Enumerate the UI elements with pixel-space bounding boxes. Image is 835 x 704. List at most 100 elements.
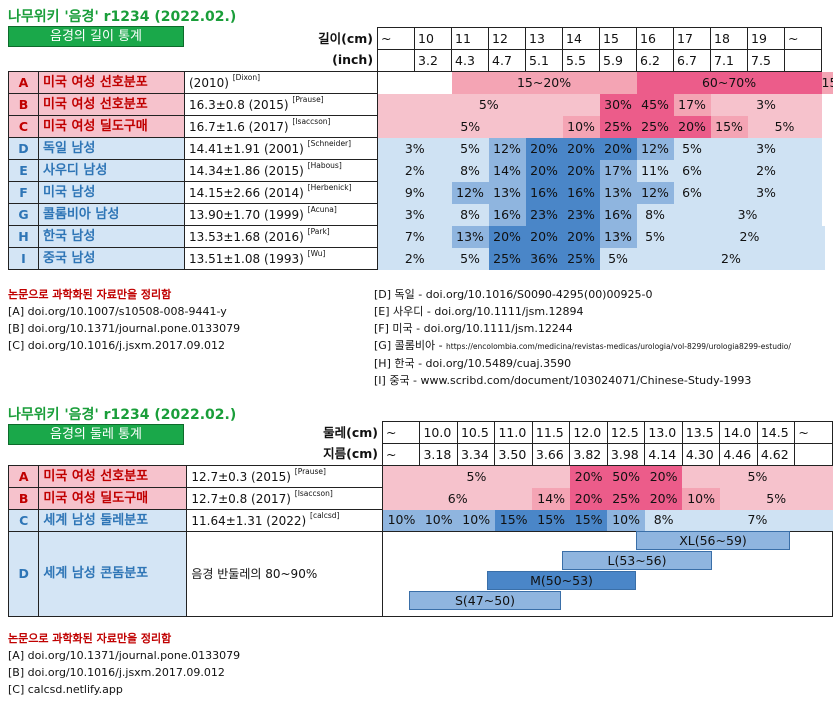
inch-cell: 6.2 xyxy=(636,49,675,72)
reference-link[interactable]: [C] calcsd.netlify.app xyxy=(8,683,123,696)
row-name: 미국 남성 xyxy=(38,181,185,204)
row-name: 세계 남성 둘레분포 xyxy=(38,509,188,532)
pct-cell: 20% xyxy=(569,487,608,510)
row-name: 미국 여성 딜도구매 xyxy=(38,115,185,138)
pct-cell: 8% xyxy=(644,509,683,532)
reference-link[interactable]: [I] 중국 - www.scribd.com/document/1030240… xyxy=(374,374,752,387)
reference-link[interactable]: [F] 미국 - doi.org/10.1111/jsm.12244 xyxy=(374,322,573,335)
pct-cell: 12% xyxy=(636,181,674,204)
pct-cell: 5% xyxy=(451,137,489,160)
pct-cell: 5% xyxy=(673,137,711,160)
table-row: B 미국 여성 딜도구매 12.7±0.8 (2017) [Isaccson] … xyxy=(7,487,833,510)
inch-header-row: (inch) 3.2 4.3 4.7 5.1 5.5 5.9 6.2 6.7 7… xyxy=(9,49,834,72)
inch-cell: 5.5 xyxy=(562,49,601,72)
girth-cm-label: 둘레(cm) xyxy=(323,424,378,440)
pct-cell: 5% xyxy=(599,247,637,270)
row-value: 14.41±1.91 (2001) [Schneider] xyxy=(183,137,379,160)
row-value: 12.7±0.8 (2017) [Isaccson] xyxy=(186,487,383,510)
pct-cell: 7% xyxy=(682,509,833,532)
reference-url[interactable]: https://encolombia.com/medicina/revistas… xyxy=(446,342,791,351)
section1-title: 나무위키 '음경' r1234 (2022.02.) xyxy=(8,9,237,25)
cm-cell: 11 xyxy=(451,27,490,50)
row-value: (2010) [Dixon] xyxy=(183,71,379,94)
row-name: 세계 남성 콘돔분포 xyxy=(38,531,188,617)
cm-header-row: 길이(cm) ~ 10 11 12 13 14 15 16 17 18 19 ~ xyxy=(9,27,834,50)
pct-cell: 3% xyxy=(377,137,452,160)
pct-cell: 16% xyxy=(562,181,600,204)
pct-cell: 13% xyxy=(488,181,526,204)
pct-cell: 16% xyxy=(599,203,637,226)
pct-cell: 20% xyxy=(644,465,683,488)
inch-cell: 5.9 xyxy=(599,49,638,72)
reference-link[interactable]: [B] doi.org/10.1016/j.jsxm.2017.09.012 xyxy=(8,666,225,679)
pct-cell: 9% xyxy=(377,181,452,204)
pct-cell: 25% xyxy=(562,247,600,270)
pct-cell: 17% xyxy=(673,93,711,116)
length-inch-label: (inch) xyxy=(332,52,374,68)
diameter-label: 지름(cm) xyxy=(323,446,378,462)
row-name: 미국 여성 선호분포 xyxy=(38,465,188,488)
row-name: 미국 여성 선호분포 xyxy=(38,93,185,116)
pct-cell: 20% xyxy=(599,137,637,160)
girth-cell: 14.0 xyxy=(719,421,758,444)
reference-link[interactable]: [H] 한국 - doi.org/10.5489/cuaj.3590 xyxy=(374,357,572,370)
diameter-cell: 3.98 xyxy=(606,443,646,466)
pct-cell: 36% xyxy=(525,247,563,270)
pct-cell: 10% xyxy=(419,509,458,532)
row-value: 13.90±1.70 (1999) [Acuna] xyxy=(183,203,379,226)
pct-cell: 13% xyxy=(599,225,637,248)
cm-cell: 16 xyxy=(636,27,675,50)
section2-subtitle: 음경의 둘레 통계 xyxy=(8,424,184,445)
pct-cell: 14% xyxy=(532,487,570,510)
cm-cell: 17 xyxy=(673,27,712,50)
pct-cell: 20% xyxy=(644,487,683,510)
reference-link[interactable]: [A] doi.org/10.1371/journal.pone.0133079 xyxy=(8,649,241,662)
pct-cell: 14% xyxy=(488,159,526,182)
inch-cell: 5.1 xyxy=(525,49,564,72)
cm-cell: ~ xyxy=(377,27,416,50)
pct-cell: 3% xyxy=(710,137,822,160)
diameter-header-row: 지름(cm) ~ 3.18 3.34 3.50 3.66 3.82 3.98 4… xyxy=(9,443,833,466)
pct-cell: 3% xyxy=(710,93,822,116)
pct-cell: 13% xyxy=(451,225,489,248)
pct-cell: 8% xyxy=(451,159,489,182)
cm-cell: 18 xyxy=(710,27,749,50)
pct-cell: 8% xyxy=(451,203,489,226)
inch-cell: 4.7 xyxy=(488,49,527,72)
reference-link[interactable]: [E] 사우디 - doi.org/10.1111/jsm.12894 xyxy=(374,305,584,318)
reference-link[interactable]: [G] 콜롬비아 - https://encolombia.com/medici… xyxy=(374,339,791,352)
pct-cell: 3% xyxy=(377,203,452,226)
reference-link[interactable]: [D] 독일 - doi.org/10.1016/S0090-4295(00)0… xyxy=(374,288,653,301)
reference-link[interactable]: [B] doi.org/10.1371/journal.pone.0133079 xyxy=(8,322,241,335)
row-name: 한국 남성 xyxy=(38,225,185,248)
pct-cell: 6% xyxy=(673,159,711,182)
reference-link[interactable]: [C] doi.org/10.1016/j.jsxm.2017.09.012 xyxy=(8,339,226,352)
pct-cell: 15~20% xyxy=(821,71,833,94)
row-letter: B xyxy=(8,93,39,116)
pct-cell: 11% xyxy=(636,159,674,182)
pct-cell: 12% xyxy=(451,181,489,204)
row-value: 14.34±1.86 (2015) [Habous] xyxy=(183,159,379,182)
reference-link[interactable]: [A] doi.org/10.1007/s10508-008-9441-y xyxy=(8,305,227,318)
girth-cell: 14.5 xyxy=(756,421,796,444)
row-name: 독일 남성 xyxy=(38,137,185,160)
row-name: 미국 여성 선호분포 xyxy=(38,71,185,94)
table-row: E 사우디 남성 14.34±1.86 (2015) [Habous] 2% 8… xyxy=(8,159,834,182)
section2-title: 나무위키 '음경' r1234 (2022.02.) xyxy=(8,407,237,423)
table-row: C 세계 남성 둘레분포 11.64±1.31 (2022) [calcsd] … xyxy=(7,509,833,532)
girth-table: 둘레(cm) ~ 10.0 10.5 11.0 11.5 12.0 12.5 1… xyxy=(7,421,834,617)
pct-cell: 2% xyxy=(377,247,452,270)
row-letter: A xyxy=(7,465,40,488)
pct-cell: 6% xyxy=(382,487,533,510)
row-letter: C xyxy=(8,115,39,138)
cm-cell: 14 xyxy=(562,27,601,50)
pct-cell: 13% xyxy=(599,181,637,204)
cm-cell: 12 xyxy=(488,27,527,50)
pct-cell: 5% xyxy=(382,465,570,488)
diameter-cell: ~ xyxy=(381,443,421,466)
notes-title: 논문으로 과학화된 자료만을 정리함 xyxy=(8,288,172,301)
row-name: 사우디 남성 xyxy=(38,159,185,182)
pct-cell: 12% xyxy=(636,137,674,160)
diameter-cell: 4.30 xyxy=(681,443,721,466)
girth-header-row: 둘레(cm) ~ 10.0 10.5 11.0 11.5 12.0 12.5 1… xyxy=(9,421,833,444)
